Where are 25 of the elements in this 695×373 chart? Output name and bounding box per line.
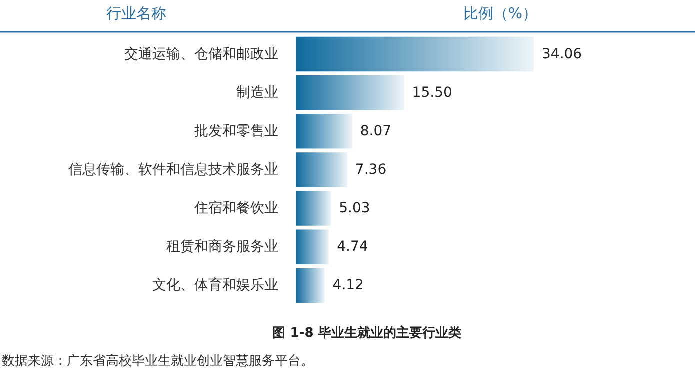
y-tick-label: 文化、体育和娱乐业 [152, 276, 278, 294]
data-label: 8.07 [360, 123, 392, 140]
data-label: 15.50 [412, 84, 452, 101]
y-tick-label: 制造业 [236, 84, 278, 101]
data-label: 34.06 [542, 46, 582, 62]
data-label: 4.74 [337, 239, 368, 256]
bar [296, 191, 332, 226]
bar [296, 76, 404, 110]
x-axis-title: 比例（%） [463, 4, 538, 22]
y-tick-label: 住宿和餐饮业 [194, 200, 278, 217]
y-tick-label: 租赁和商务服务业 [166, 239, 278, 256]
source-note: 数据来源：广东省高校毕业生就业创业智慧服务平台。 [2, 353, 314, 369]
data-label: 4.12 [332, 278, 364, 294]
bar [296, 114, 352, 149]
y-tick-label: 信息传输、软件和信息技术服务业 [68, 162, 278, 178]
data-label: 7.36 [355, 162, 387, 178]
bar [296, 36, 534, 72]
y-tick-label: 批发和零售业 [194, 123, 278, 140]
data-label: 5.03 [339, 200, 370, 217]
bar [296, 230, 330, 264]
text: 图 1-8 毕业生就业的主要行业类 [272, 325, 462, 341]
bar [296, 268, 325, 304]
y-axis-title: 行业名称 [106, 4, 166, 22]
bar [296, 152, 348, 188]
y-tick-label: 交通运输、仓储和邮政业 [124, 46, 278, 62]
